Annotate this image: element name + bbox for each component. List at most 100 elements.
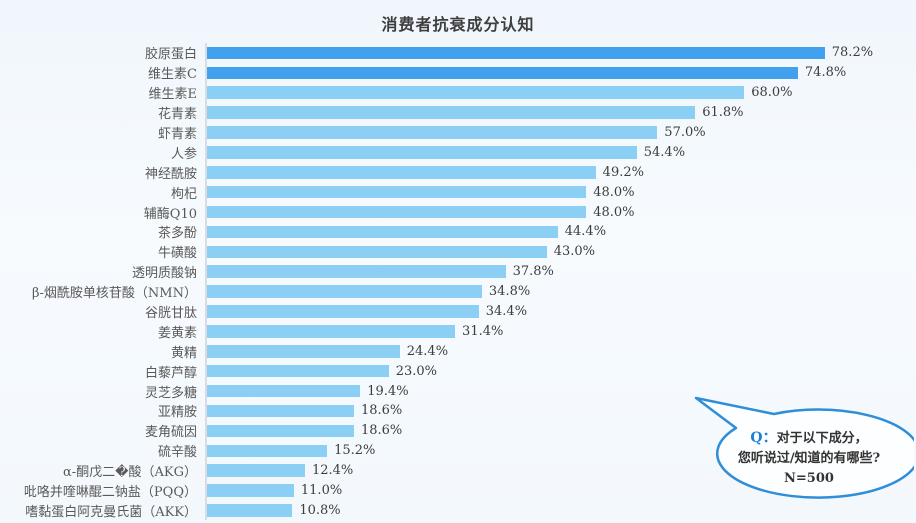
category-label: 亚精胺 [157,405,197,421]
bar-track: 10.8% [205,500,916,521]
category-label: 姜黄素 [157,325,197,341]
bar-track: 18.6% [205,420,916,441]
bar [207,205,587,219]
bar [207,484,294,497]
category-label: 辅酶Q10 [143,206,197,222]
value-label: 12.4% [311,463,354,479]
category-label: 黄精 [170,345,197,361]
bar-track: 68.0% [205,82,916,103]
callout-line1: Q：对于以下成分， [708,428,910,449]
bar-track: 19.4% [205,381,916,402]
bar [207,106,696,119]
value-label: 43.0% [553,244,595,260]
value-label: 31.4% [462,323,504,339]
chart-title: 消费者抗衰成分认知 [381,15,535,34]
value-label: 23.0% [395,363,437,379]
value-label: 18.6% [360,403,403,419]
bar-row: α-酮戊二�酸（AKG） 12.4% [0,460,916,481]
bar-row: 胶原蛋白 78.2% [0,43,916,63]
value-label: 15.2% [334,443,376,459]
bar-track: 54.4% [205,142,916,163]
speech-bubble-shape [694,396,914,499]
bar [207,504,293,517]
bar-row: 谷胱甘肽 34.4% [0,301,916,322]
bar-track: 78.2% [205,43,916,63]
bar-track: 57.0% [205,122,916,143]
bar-row: 透明质酸钠 37.8% [0,261,916,282]
bar-row: 辅酶Q10 48.0% [0,202,916,223]
bar-row: 维生素C 74.8% [0,62,916,83]
value-label: 48.0% [593,204,635,220]
bar [207,404,354,418]
category-label: 胶原蛋白 [144,47,197,63]
bar [207,66,798,80]
bar [207,464,305,477]
value-label: 49.2% [602,164,644,180]
bar [207,384,361,398]
bar [207,305,479,318]
value-label: 19.4% [367,383,409,399]
value-label: 34.8% [488,284,531,300]
category-label: 牛磺酸 [157,246,197,262]
bar [207,245,547,259]
bar [207,364,389,378]
bar-track: 11.0% [205,480,916,501]
value-label: 48.0% [593,184,635,200]
question-prefix: Q： [750,430,777,446]
bar-row: 虾青素 57.0% [0,122,916,143]
category-label: 虾青素 [157,127,197,142]
bar [207,444,328,457]
value-label: 18.6% [360,423,403,439]
category-label: 神经酰胺 [144,166,197,182]
bar-row: 茶多酚 44.4% [0,222,916,242]
category-label: 透明质酸钠 [131,266,197,282]
bar-track: 31.4% [205,321,916,342]
bar-row: 牛磺酸 43.0% [0,241,916,262]
bar-track: 34.8% [205,281,916,302]
value-label: 11.0% [300,483,343,499]
bar-row: 亚精胺 18.6% [0,401,916,421]
bar-row: 灵芝多糖 19.4% [0,381,916,402]
value-label: 74.8% [804,65,847,81]
bar-track: 48.0% [205,202,916,223]
bar [207,146,637,159]
bar-row: 吡咯并喹啉醌二钠盐（PQQ） 11.0% [0,480,916,501]
bar-track: 37.8% [205,261,916,282]
bar-track: 18.6% [205,401,916,421]
category-label: 吡咯并喹啉醌二钠盐（PQQ） [23,485,197,501]
question-callout: Q：对于以下成分， 您听说过/知道的有哪些? N=500 [686,392,914,516]
bar-row: 麦角硫因 18.6% [0,420,916,441]
category-label: 维生素C [148,67,197,83]
bar-track: 24.4% [205,341,916,362]
bar-row: 枸杞 48.0% [0,182,916,203]
category-label: 谷胱甘肽 [144,306,197,322]
bar [207,46,825,60]
bar [207,325,456,338]
value-label: 34.4% [485,304,528,320]
bar [207,166,596,179]
category-label: 人参 [170,146,197,162]
sample-size: N=500 [784,471,834,486]
bar [207,225,558,239]
bar [207,86,745,99]
value-label: 44.4% [564,224,607,240]
bar [207,185,587,199]
bar-row: 白藜芦醇 23.0% [0,361,916,382]
bar-track: 49.2% [205,162,916,183]
bar-track: 15.2% [205,440,916,461]
bar-row: 硫辛酸 15.2% [0,440,916,461]
value-label: 61.8% [702,105,744,121]
bar-track: 23.0% [205,361,916,382]
category-label: 茶多酚 [157,226,197,242]
question-line2: 您听说过/知道的有哪些? [737,451,881,466]
bar-track: 61.8% [205,102,916,123]
value-label: 54.4% [643,144,686,160]
category-label: 维生素E [148,87,198,103]
category-label: 嗜黏蛋白阿克曼氏菌（AKK） [25,504,197,520]
bar-chart: 胶原蛋白 78.2% 维生素C 74.8% 维生素E 68.0% 花青素 61.8% 虾青素 57… [0,43,916,521]
bar-track: 44.4% [205,222,916,242]
value-label: 37.8% [512,264,554,280]
category-label: 硫辛酸 [157,445,197,461]
category-label: 枸杞 [170,186,197,202]
